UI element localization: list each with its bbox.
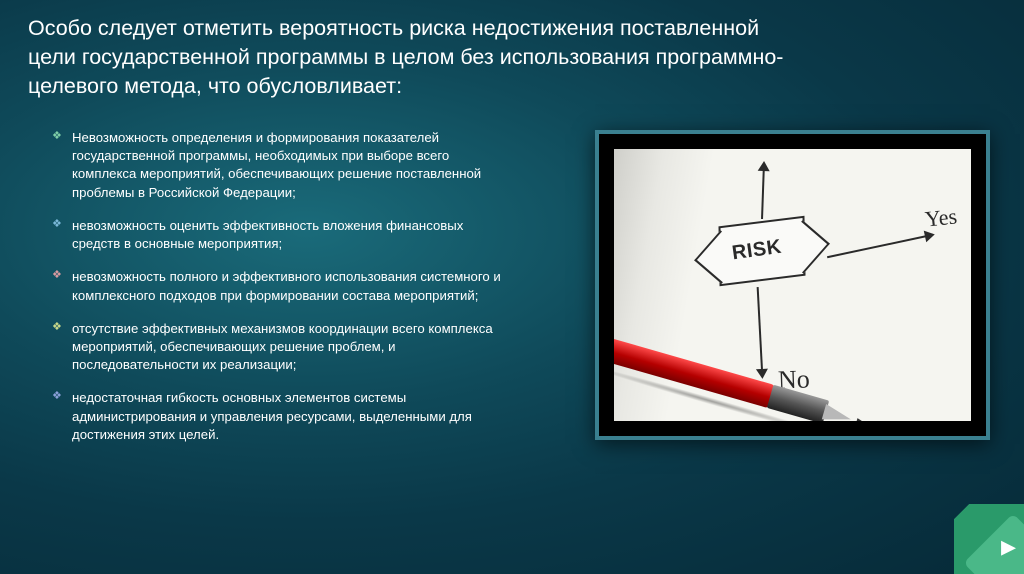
list-item: недостаточная гибкость основных элементо… [52,389,508,444]
corner-decoration: ▸ [954,504,1024,574]
arrow-in-icon [761,163,765,219]
illustration-frame: RISK Yes No [595,130,990,440]
slide-title: Особо следует отметить вероятность риска… [28,14,788,101]
slide: Особо следует отметить вероятность риска… [0,0,1024,574]
yes-label: Yes [924,203,959,232]
bullet-list: Невозможность определения и формирования… [28,129,508,459]
list-item: Невозможность определения и формирования… [52,129,508,202]
arrow-yes-icon [827,234,933,258]
list-item: отсутствие эффективных механизмов коорди… [52,320,508,375]
arrow-no-icon [757,287,764,377]
pen-icon [614,322,874,421]
chevron-right-icon: ▸ [1001,529,1016,564]
list-item: невозможность полного и эффективного исп… [52,268,508,304]
illustration-paper: RISK Yes No [614,149,971,421]
list-item: невозможность оценить эффективность влож… [52,217,508,253]
